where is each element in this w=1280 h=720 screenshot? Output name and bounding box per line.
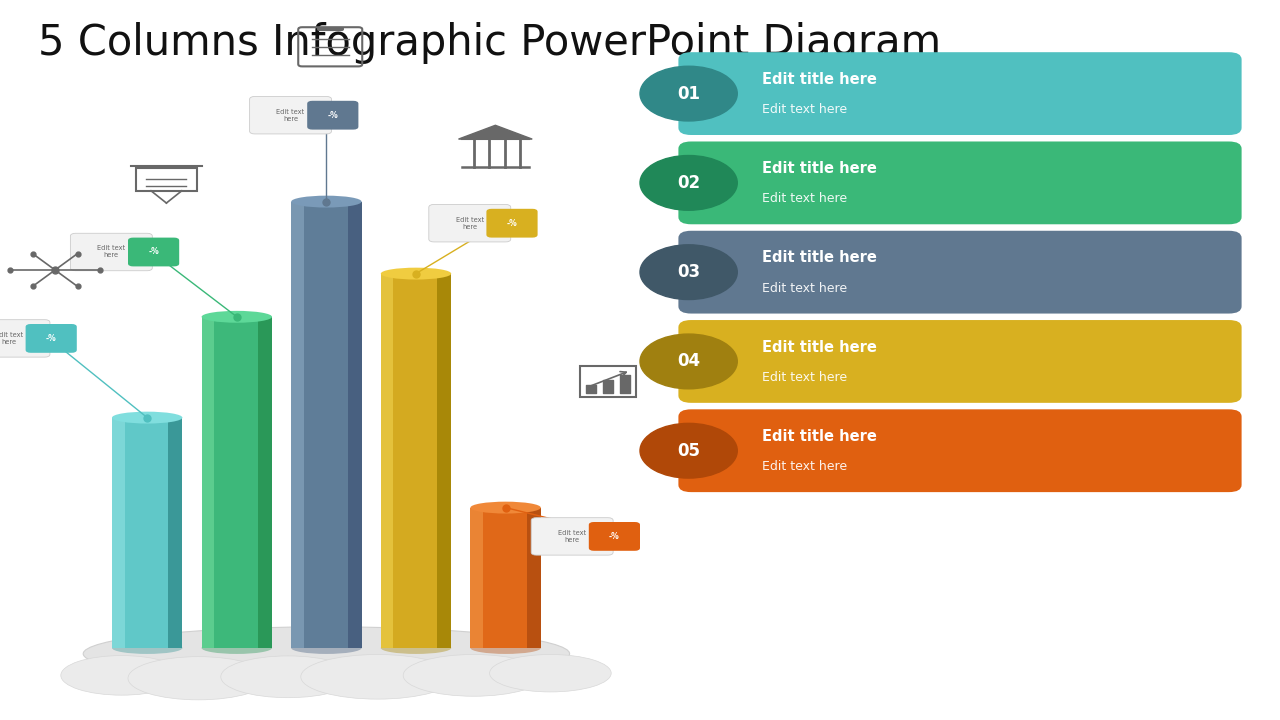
Polygon shape xyxy=(257,317,273,648)
Text: Edit text here: Edit text here xyxy=(762,192,847,205)
Ellipse shape xyxy=(301,654,454,699)
Bar xyxy=(292,202,362,648)
Text: Edit title here: Edit title here xyxy=(762,429,877,444)
Bar xyxy=(202,317,273,648)
Text: Edit text
here: Edit text here xyxy=(558,530,586,543)
Ellipse shape xyxy=(292,642,361,654)
Polygon shape xyxy=(292,202,303,648)
Circle shape xyxy=(640,245,737,300)
Bar xyxy=(471,508,540,648)
Text: Edit text
here: Edit text here xyxy=(276,109,305,122)
Ellipse shape xyxy=(489,654,612,692)
Polygon shape xyxy=(113,418,124,648)
Text: 02: 02 xyxy=(677,174,700,192)
Polygon shape xyxy=(202,317,214,648)
Polygon shape xyxy=(471,508,483,648)
Ellipse shape xyxy=(113,642,183,654)
FancyBboxPatch shape xyxy=(250,96,332,134)
Bar xyxy=(113,418,183,648)
Text: Edit text
here: Edit text here xyxy=(97,246,125,258)
FancyBboxPatch shape xyxy=(128,238,179,266)
Text: Edit text
here: Edit text here xyxy=(456,217,484,230)
FancyBboxPatch shape xyxy=(70,233,152,271)
Circle shape xyxy=(640,423,737,478)
Text: Edit text here: Edit text here xyxy=(762,371,847,384)
Ellipse shape xyxy=(471,502,541,513)
FancyBboxPatch shape xyxy=(678,409,1242,492)
Text: Edit title here: Edit title here xyxy=(762,72,877,86)
Polygon shape xyxy=(527,508,541,648)
FancyBboxPatch shape xyxy=(0,320,50,357)
FancyBboxPatch shape xyxy=(307,101,358,130)
Text: Edit title here: Edit title here xyxy=(762,161,877,176)
Text: Edit text here: Edit text here xyxy=(762,460,847,473)
Text: 05: 05 xyxy=(677,442,700,460)
Ellipse shape xyxy=(113,412,183,423)
Ellipse shape xyxy=(61,655,182,696)
FancyBboxPatch shape xyxy=(589,522,640,551)
Text: -%: -% xyxy=(328,111,338,120)
Ellipse shape xyxy=(403,654,544,696)
FancyBboxPatch shape xyxy=(678,53,1242,135)
Text: Edit title here: Edit title here xyxy=(762,251,877,265)
Ellipse shape xyxy=(381,642,452,654)
Text: -%: -% xyxy=(609,532,620,541)
Ellipse shape xyxy=(128,657,269,700)
Text: 04: 04 xyxy=(677,352,700,370)
Text: -%: -% xyxy=(507,219,517,228)
Polygon shape xyxy=(169,418,183,648)
Ellipse shape xyxy=(202,642,273,654)
Ellipse shape xyxy=(471,642,541,654)
Text: 03: 03 xyxy=(677,264,700,281)
Text: Edit text
here: Edit text here xyxy=(0,332,23,345)
Text: Edit text here: Edit text here xyxy=(762,103,847,116)
Polygon shape xyxy=(458,125,532,139)
Circle shape xyxy=(640,334,737,389)
Ellipse shape xyxy=(381,268,452,279)
Text: -%: -% xyxy=(46,334,56,343)
Bar xyxy=(381,274,451,648)
Polygon shape xyxy=(381,274,393,648)
Text: Edit title here: Edit title here xyxy=(762,340,877,354)
Ellipse shape xyxy=(83,626,570,681)
Text: 5 Columns Infographic PowerPoint Diagram: 5 Columns Infographic PowerPoint Diagram xyxy=(38,22,942,63)
Text: Edit text here: Edit text here xyxy=(762,282,847,294)
Polygon shape xyxy=(438,274,452,648)
Ellipse shape xyxy=(221,656,356,698)
Text: -%: -% xyxy=(148,248,159,256)
Ellipse shape xyxy=(292,196,361,207)
Polygon shape xyxy=(348,202,362,648)
FancyBboxPatch shape xyxy=(678,230,1242,314)
Text: 01: 01 xyxy=(677,85,700,102)
Ellipse shape xyxy=(202,311,273,323)
Circle shape xyxy=(640,66,737,121)
Circle shape xyxy=(640,156,737,210)
FancyBboxPatch shape xyxy=(429,204,511,242)
FancyBboxPatch shape xyxy=(486,209,538,238)
FancyBboxPatch shape xyxy=(531,518,613,555)
FancyBboxPatch shape xyxy=(26,324,77,353)
FancyBboxPatch shape xyxy=(678,320,1242,402)
FancyBboxPatch shape xyxy=(678,141,1242,224)
